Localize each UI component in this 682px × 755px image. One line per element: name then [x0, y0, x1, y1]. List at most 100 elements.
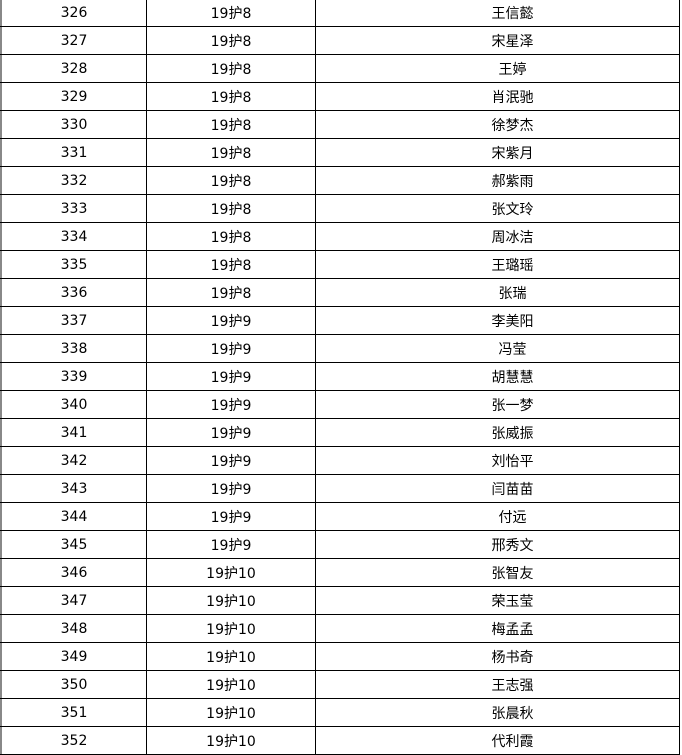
index-cell: 330 — [0, 111, 147, 138]
class-cell: 19护10 — [147, 699, 316, 726]
table-row: 334 19护8 周冰洁 — [0, 223, 680, 251]
class-cell: 19护10 — [147, 615, 316, 642]
name-cell: 张晨秋 — [316, 699, 680, 726]
name-cell: 张威振 — [316, 419, 680, 446]
table-row: 344 19护9 付远 — [0, 503, 680, 531]
class-cell: 19护9 — [147, 307, 316, 334]
name-cell: 张文玲 — [316, 195, 680, 222]
class-cell: 19护8 — [147, 83, 316, 110]
table-row: 343 19护9 闫苗苗 — [0, 475, 680, 503]
table-row: 350 19护10 王志强 — [0, 671, 680, 699]
index-cell: 336 — [0, 279, 147, 306]
name-cell: 周冰洁 — [316, 223, 680, 250]
table-row: 333 19护8 张文玲 — [0, 195, 680, 223]
table-row: 335 19护8 王璐瑶 — [0, 251, 680, 279]
class-cell: 19护8 — [147, 251, 316, 278]
table-row: 347 19护10 荣玉莹 — [0, 587, 680, 615]
index-cell: 329 — [0, 83, 147, 110]
table-row: 329 19护8 肖泯驰 — [0, 83, 680, 111]
index-cell: 342 — [0, 447, 147, 474]
table-row: 340 19护9 张一梦 — [0, 391, 680, 419]
index-cell: 347 — [0, 587, 147, 614]
name-cell: 杨书奇 — [316, 643, 680, 670]
name-cell: 王志强 — [316, 671, 680, 698]
table-row: 328 19护8 王婷 — [0, 55, 680, 83]
index-cell: 331 — [0, 139, 147, 166]
name-cell: 王璐瑶 — [316, 251, 680, 278]
index-cell: 352 — [0, 727, 147, 754]
name-cell: 邢秀文 — [316, 531, 680, 558]
index-cell: 334 — [0, 223, 147, 250]
index-cell: 328 — [0, 55, 147, 82]
name-cell: 王婷 — [316, 55, 680, 82]
name-cell: 刘怡平 — [316, 447, 680, 474]
table-row: 341 19护9 张威振 — [0, 419, 680, 447]
table-row: 326 19护8 王信懿 — [0, 0, 680, 27]
class-cell: 19护10 — [147, 643, 316, 670]
name-cell: 荣玉莹 — [316, 587, 680, 614]
index-cell: 343 — [0, 475, 147, 502]
class-cell: 19护9 — [147, 475, 316, 502]
table-row: 351 19护10 张晨秋 — [0, 699, 680, 727]
class-cell: 19护9 — [147, 391, 316, 418]
index-cell: 339 — [0, 363, 147, 390]
name-cell: 宋紫月 — [316, 139, 680, 166]
table-row: 342 19护9 刘怡平 — [0, 447, 680, 475]
index-cell: 340 — [0, 391, 147, 418]
table-row: 336 19护8 张瑞 — [0, 279, 680, 307]
class-cell: 19护9 — [147, 531, 316, 558]
name-cell: 宋星泽 — [316, 27, 680, 54]
index-cell: 333 — [0, 195, 147, 222]
class-cell: 19护9 — [147, 419, 316, 446]
index-cell: 327 — [0, 27, 147, 54]
class-cell: 19护8 — [147, 0, 316, 26]
index-cell: 344 — [0, 503, 147, 530]
class-cell: 19护10 — [147, 671, 316, 698]
table-row: 348 19护10 梅孟孟 — [0, 615, 680, 643]
table-row: 330 19护8 徐梦杰 — [0, 111, 680, 139]
class-cell: 19护9 — [147, 335, 316, 362]
name-cell: 肖泯驰 — [316, 83, 680, 110]
index-cell: 332 — [0, 167, 147, 194]
name-cell: 李美阳 — [316, 307, 680, 334]
class-cell: 19护9 — [147, 447, 316, 474]
index-cell: 350 — [0, 671, 147, 698]
name-cell: 闫苗苗 — [316, 475, 680, 502]
class-cell: 19护8 — [147, 27, 316, 54]
name-cell: 王信懿 — [316, 0, 680, 26]
class-cell: 19护8 — [147, 139, 316, 166]
name-cell: 张智友 — [316, 559, 680, 586]
index-cell: 345 — [0, 531, 147, 558]
table-row: 337 19护9 李美阳 — [0, 307, 680, 335]
name-cell: 胡慧慧 — [316, 363, 680, 390]
index-cell: 337 — [0, 307, 147, 334]
index-cell: 349 — [0, 643, 147, 670]
index-cell: 341 — [0, 419, 147, 446]
table-row: 346 19护10 张智友 — [0, 559, 680, 587]
name-cell: 梅孟孟 — [316, 615, 680, 642]
name-cell: 张瑞 — [316, 279, 680, 306]
class-cell: 19护8 — [147, 167, 316, 194]
table-row: 352 19护10 代利霞 — [0, 727, 680, 755]
index-cell: 335 — [0, 251, 147, 278]
index-cell: 326 — [0, 0, 147, 26]
index-cell: 346 — [0, 559, 147, 586]
name-cell: 郝紫雨 — [316, 167, 680, 194]
class-cell: 19护8 — [147, 279, 316, 306]
table-row: 327 19护8 宋星泽 — [0, 27, 680, 55]
class-cell: 19护8 — [147, 55, 316, 82]
class-cell: 19护10 — [147, 559, 316, 586]
class-cell: 19护8 — [147, 195, 316, 222]
table-row: 332 19护8 郝紫雨 — [0, 167, 680, 195]
index-cell: 348 — [0, 615, 147, 642]
class-cell: 19护8 — [147, 223, 316, 250]
index-cell: 338 — [0, 335, 147, 362]
table-row: 345 19护9 邢秀文 — [0, 531, 680, 559]
class-cell: 19护10 — [147, 587, 316, 614]
name-cell: 代利霞 — [316, 727, 680, 754]
class-cell: 19护10 — [147, 727, 316, 754]
name-cell: 冯莹 — [316, 335, 680, 362]
index-cell: 351 — [0, 699, 147, 726]
table-row: 339 19护9 胡慧慧 — [0, 363, 680, 391]
